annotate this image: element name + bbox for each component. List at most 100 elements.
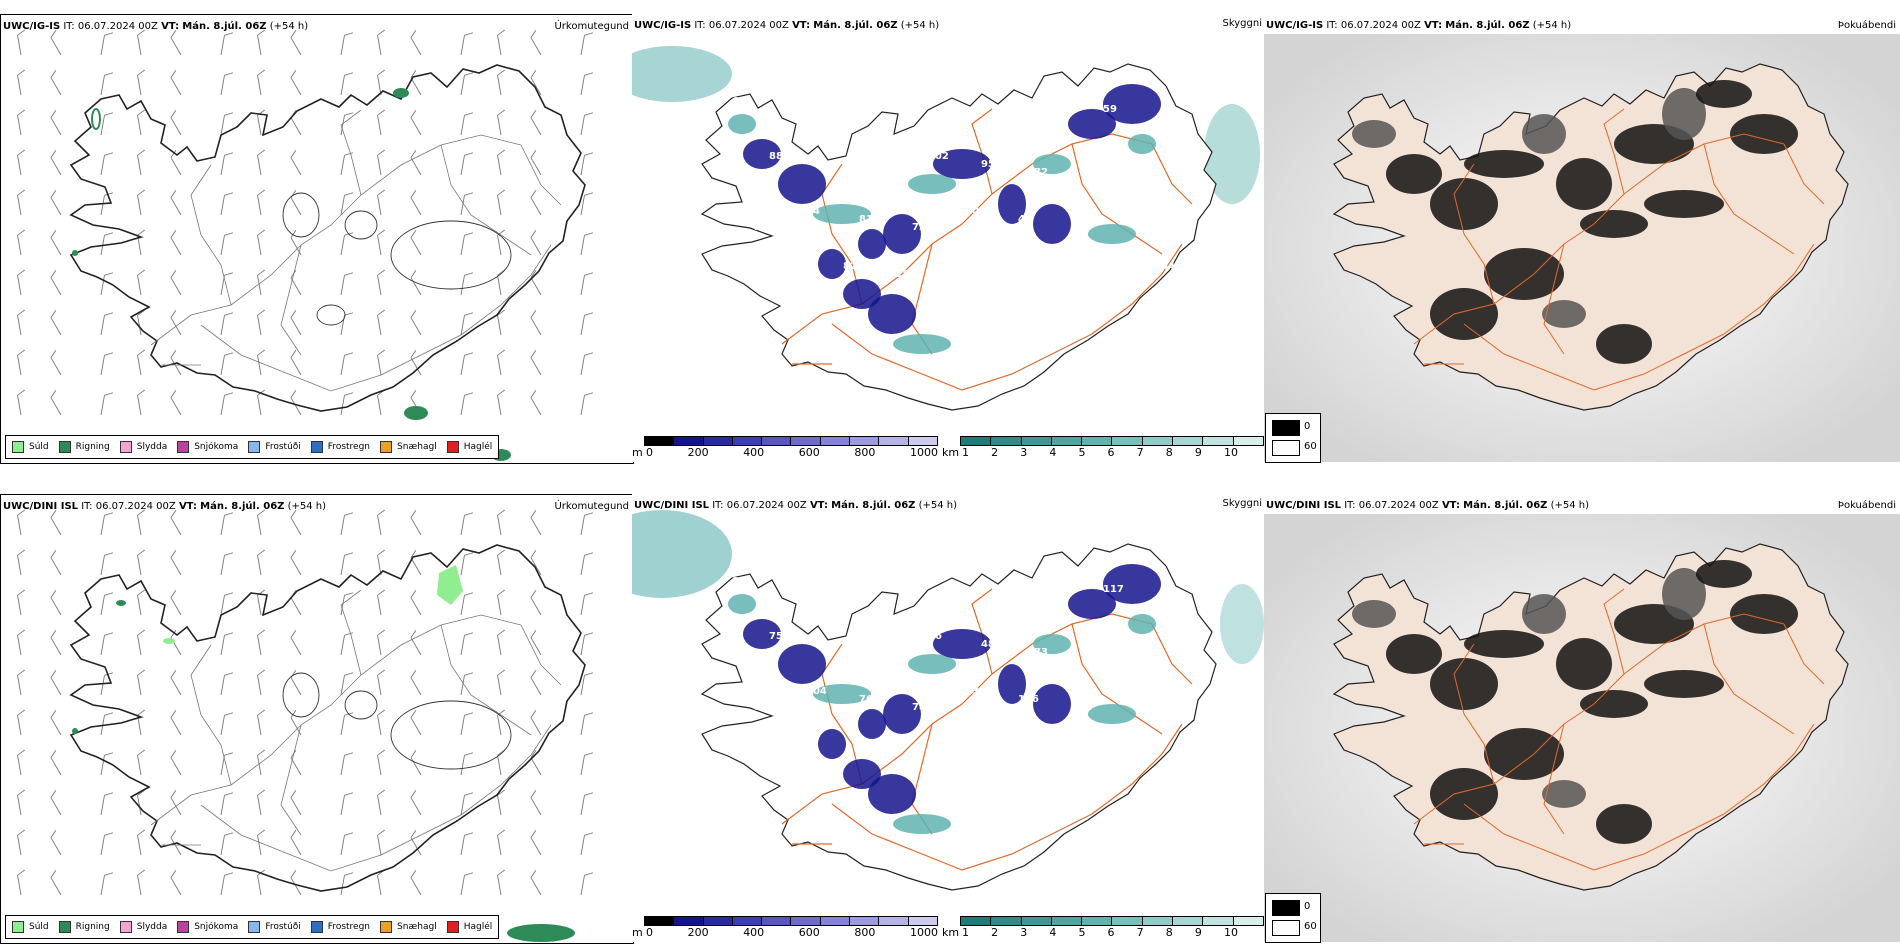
low-visibility-area (813, 204, 871, 224)
visibility-label: 68 (753, 702, 767, 713)
wind-barb (137, 269, 145, 296)
low-visibility-area (1088, 224, 1136, 244)
height-cell (645, 437, 675, 445)
wind-barb (50, 149, 62, 176)
wind-barb (50, 549, 62, 576)
wind-barb (377, 629, 385, 656)
visibility-label: 104 (806, 686, 827, 697)
fog-swatch-dark (1272, 900, 1300, 916)
vis-cell (1142, 917, 1174, 925)
wind-barb (17, 549, 25, 576)
wind-barb (377, 189, 385, 216)
wind-barb (377, 69, 385, 96)
wind-barb (170, 189, 182, 216)
wind-barb (50, 509, 62, 536)
fog-area (1730, 594, 1798, 634)
visibility-label: 75 (891, 576, 905, 587)
wind-barb (580, 32, 594, 56)
wind-barb (17, 269, 25, 296)
wind-barb (257, 149, 265, 176)
legend-item-snaehagl: Snæhagl (380, 441, 437, 453)
wind-barb (257, 189, 265, 216)
fog-area (1430, 768, 1498, 820)
wind-barb (580, 72, 594, 96)
wind-barb (170, 869, 182, 896)
wind-barb (257, 549, 265, 576)
legend-swatch (380, 921, 393, 933)
low-visibility-area (818, 729, 846, 759)
legend-swatch (310, 441, 323, 453)
wind-barb (410, 629, 422, 656)
wind-barb (100, 752, 114, 776)
legend-item-suld: Súld (12, 921, 49, 933)
fog-legend-row1: 0 60 (1265, 413, 1321, 463)
wind-barb (50, 349, 62, 376)
wind-barb (530, 229, 542, 256)
wind-barb (530, 149, 542, 176)
wind-barb (580, 672, 594, 696)
wind-barb (460, 632, 474, 656)
wind-barb (377, 149, 385, 176)
wind-barb (220, 232, 234, 256)
wind-barb (257, 669, 265, 696)
wind-barb (50, 229, 62, 256)
visibility-label: 80 (822, 639, 836, 650)
wind-barb (530, 629, 542, 656)
wind-barb (137, 349, 145, 376)
wind-barb (170, 389, 182, 416)
low-visibility-area (743, 619, 781, 649)
legend-item-frostudi: Frostúði (248, 441, 301, 453)
wind-barb (497, 269, 505, 296)
visibility-label: 86 (1156, 592, 1170, 603)
wind-barb (460, 192, 474, 216)
low-visibility-area (728, 594, 756, 614)
vis-cell (1021, 917, 1052, 925)
wind-barb (17, 629, 25, 656)
wind-barb (170, 349, 182, 376)
legend-swatch (380, 441, 393, 453)
wind-barb (377, 309, 385, 336)
wind-barb (100, 152, 114, 176)
visibility-label: 102 (928, 151, 949, 162)
wind-barb (17, 509, 25, 536)
visibility-label: 79 (891, 96, 905, 107)
wind-barb (580, 232, 594, 256)
low-visibility-area (1128, 134, 1156, 154)
wind-barb (340, 512, 354, 536)
wind-barb (170, 149, 182, 176)
wind-barb (410, 549, 422, 576)
wind-barb (100, 792, 114, 816)
wind-barb (580, 552, 594, 576)
fog-area (1580, 690, 1648, 718)
wind-barb (170, 509, 182, 536)
wind-barb (410, 669, 422, 696)
visibility-map: 63 86 91 79 97 72 65 59 119 88 96 140 102 95 72 86 103 70… (632, 46, 1260, 411)
wind-barb (580, 192, 594, 216)
height-cell (762, 917, 792, 925)
wind-barb (100, 32, 114, 56)
low-visibility-area (1088, 704, 1136, 724)
wind-barb (17, 709, 25, 736)
legend-swatch (177, 921, 190, 933)
wind-barb (50, 709, 62, 736)
visibility-label: 103 (1140, 159, 1161, 170)
vis-cell (1173, 917, 1204, 925)
wind-barb (410, 349, 422, 376)
wind-barb (170, 829, 182, 856)
wind-barb (410, 789, 422, 816)
wind-barb (17, 69, 25, 96)
low-visibility-area (728, 114, 756, 134)
road-network (1413, 588, 1825, 871)
visibility-label: 109 (965, 206, 986, 217)
wind-barb (530, 829, 542, 856)
wind-barb (17, 829, 25, 856)
height-cell (820, 917, 851, 925)
wind-barb (377, 349, 385, 376)
wind-barb (100, 592, 114, 616)
visibility-label: 68 (1124, 206, 1138, 217)
wind-barb (17, 149, 25, 176)
wind-barb (290, 549, 302, 576)
legend-swatch (12, 921, 24, 933)
wind-barb (410, 309, 422, 336)
fog-area (1430, 658, 1498, 710)
